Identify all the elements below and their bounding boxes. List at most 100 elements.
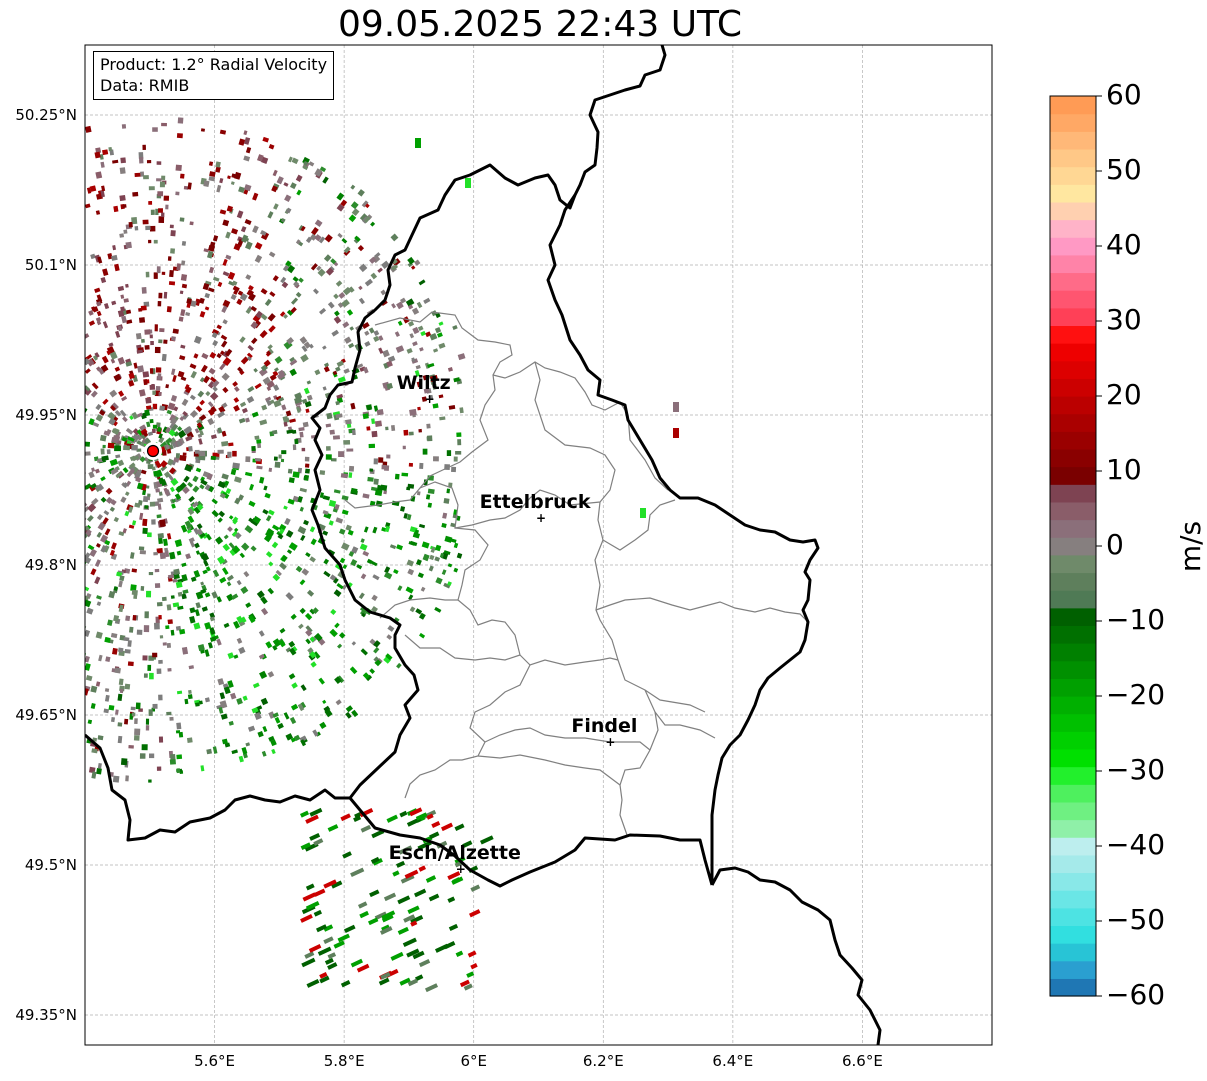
velocity-bin	[210, 406, 217, 413]
velocity-bin	[302, 892, 317, 902]
velocity-bin	[346, 448, 354, 452]
velocity-bin	[121, 124, 127, 129]
velocity-bin	[245, 274, 252, 281]
velocity-bin	[176, 722, 182, 730]
velocity-bin	[145, 397, 152, 404]
velocity-bin	[162, 538, 168, 546]
velocity-bin	[211, 498, 218, 505]
velocity-bin	[319, 470, 326, 475]
velocity-bin	[434, 327, 442, 334]
velocity-bin	[245, 307, 252, 315]
velocity-bin	[377, 267, 383, 273]
velocity-bin	[144, 344, 150, 350]
velocity-bin	[373, 335, 380, 342]
colorbar-segment	[1050, 660, 1096, 679]
velocity-bin	[268, 561, 274, 567]
velocity-bin	[148, 186, 155, 191]
colorbar-tick-label: 0	[1106, 528, 1124, 561]
colorbar-segment	[1050, 131, 1096, 150]
velocity-bin	[164, 489, 170, 496]
colorbar-segment	[1050, 890, 1096, 909]
velocity-bin	[336, 393, 344, 399]
velocity-bin	[91, 771, 97, 779]
velocity-bin	[423, 297, 431, 305]
velocity-bin	[365, 674, 373, 682]
velocity-bin	[299, 431, 304, 438]
velocity-bin	[330, 458, 337, 462]
velocity-bin	[139, 512, 144, 521]
velocity-bin	[420, 330, 426, 337]
city-label: Findel	[571, 715, 637, 737]
velocity-bin	[283, 712, 290, 720]
city-label: Ettelbruck	[480, 491, 591, 513]
velocity-bin	[441, 569, 447, 576]
velocity-bin	[371, 418, 376, 425]
colorbar-tick-label: −40	[1106, 828, 1166, 861]
velocity-bin	[228, 280, 235, 287]
velocity-bin	[163, 339, 168, 344]
velocity-bin	[258, 367, 268, 377]
velocity-bin	[441, 822, 454, 832]
velocity-bin	[227, 271, 236, 280]
velocity-bin	[250, 545, 257, 552]
velocity-bin	[216, 353, 222, 359]
velocity-bin	[397, 895, 411, 905]
velocity-bin	[252, 515, 262, 525]
velocity-bin	[232, 381, 239, 387]
velocity-bin	[370, 221, 376, 227]
velocity-bin	[419, 347, 424, 352]
velocity-bin	[166, 533, 172, 540]
velocity-bin	[193, 570, 201, 578]
velocity-bin	[447, 581, 452, 587]
velocity-bin	[406, 514, 412, 521]
velocity-bin	[233, 386, 240, 393]
velocity-bin	[175, 625, 182, 631]
velocity-bin	[170, 423, 179, 432]
velocity-bin	[170, 230, 176, 237]
velocity-bin	[250, 305, 257, 312]
velocity-bin	[316, 265, 322, 271]
velocity-bin	[230, 692, 237, 700]
velocity-bin	[195, 550, 201, 555]
velocity-bin	[134, 728, 141, 736]
velocity-bin	[122, 482, 129, 489]
velocity-bin	[141, 469, 147, 475]
velocity-bin	[200, 765, 205, 772]
velocity-bin	[457, 353, 466, 361]
velocity-bin	[443, 550, 451, 555]
velocity-bin	[147, 664, 152, 671]
velocity-bin	[342, 851, 352, 859]
velocity-bin	[182, 410, 188, 417]
velocity-bin	[433, 348, 439, 353]
velocity-bin	[366, 426, 371, 431]
velocity-bin	[237, 366, 243, 373]
velocity-bin	[92, 306, 99, 313]
velocity-bin	[110, 402, 119, 411]
velocity-bin	[278, 454, 282, 459]
velocity-bin	[291, 297, 299, 305]
velocity-bin	[129, 468, 136, 475]
velocity-bin	[156, 602, 163, 607]
velocity-bin	[218, 510, 226, 518]
velocity-bin	[163, 195, 170, 201]
velocity-bin	[265, 641, 273, 649]
velocity-bin	[138, 389, 146, 397]
velocity-bin	[446, 488, 451, 494]
velocity-bin	[95, 317, 102, 323]
velocity-bin	[314, 632, 323, 642]
velocity-bin	[117, 693, 123, 701]
velocity-bin	[274, 716, 281, 724]
velocity-bin	[308, 161, 315, 167]
velocity-bin	[363, 366, 369, 374]
velocity-bin	[289, 359, 298, 366]
velocity-bin	[407, 905, 420, 915]
colorbar-segment	[1050, 431, 1096, 450]
velocity-bin	[134, 502, 141, 508]
velocity-bin	[95, 681, 101, 687]
velocity-bin	[90, 685, 98, 693]
velocity-bin	[105, 496, 113, 504]
velocity-bin	[369, 668, 375, 674]
velocity-bin	[297, 495, 303, 503]
velocity-bin	[252, 192, 259, 201]
lon-tick-label: 6°E	[460, 1052, 487, 1070]
